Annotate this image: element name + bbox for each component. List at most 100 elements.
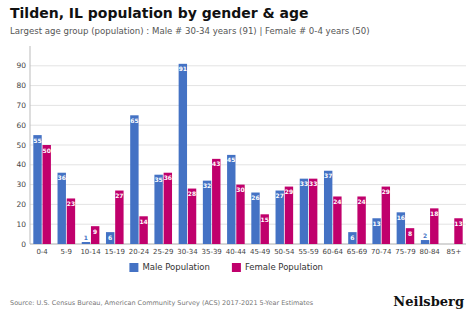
title: Tilden, IL population by gender & age — [10, 5, 309, 21]
bar — [164, 173, 172, 244]
data-label: 29 — [382, 188, 390, 195]
data-label: 33 — [309, 180, 317, 187]
y-tick-label: 30 — [16, 180, 26, 189]
data-label: 50 — [43, 147, 51, 154]
x-tick-label: 85+ — [446, 248, 461, 256]
data-label: 27 — [115, 192, 123, 199]
legend-swatch — [232, 263, 241, 272]
x-tick-label: 25-29 — [153, 248, 173, 256]
subtitle: Largest age group (population) : Male # … — [10, 26, 370, 36]
bar — [285, 187, 293, 244]
bar — [179, 64, 187, 244]
data-label: 27 — [276, 192, 284, 199]
data-label: 14 — [139, 218, 147, 225]
data-label: 36 — [58, 174, 66, 181]
bar — [445, 244, 453, 245]
grid-line — [30, 164, 466, 165]
data-label: 32 — [203, 182, 211, 189]
bar — [212, 159, 220, 244]
legend: Male Population Female Population — [129, 262, 323, 272]
bar — [67, 198, 75, 244]
bar — [454, 218, 462, 244]
bar — [372, 218, 380, 244]
data-label: 55 — [33, 137, 41, 144]
x-tick-label: 35-39 — [201, 248, 221, 256]
chart-container: Tilden, IL population by gender & age Lar… — [0, 0, 474, 316]
x-tick-label: 50-54 — [274, 248, 295, 256]
x-tick-label: 5-9 — [61, 248, 72, 256]
bar — [58, 173, 66, 244]
data-label: 18 — [430, 210, 438, 217]
data-label: 8 — [408, 230, 412, 237]
bar — [227, 155, 235, 244]
x-tick-label: 15-19 — [105, 248, 125, 256]
brand: Neilsberg — [393, 294, 464, 309]
grid-line — [30, 85, 466, 86]
bar — [115, 191, 123, 244]
data-label: 35 — [154, 176, 162, 183]
grid-line — [30, 65, 466, 66]
data-label: 28 — [188, 190, 196, 197]
bar — [300, 179, 308, 244]
x-tick-label: 75-79 — [395, 248, 415, 256]
bar — [91, 226, 99, 244]
data-label: 33 — [300, 180, 308, 187]
bar — [276, 191, 284, 244]
data-label: 6 — [350, 234, 354, 241]
bar — [236, 185, 244, 244]
legend-label: Male Population — [142, 262, 210, 272]
grid-line — [30, 204, 466, 205]
x-tick-label: 70-74 — [371, 248, 392, 256]
bar — [261, 214, 269, 244]
y-tick-label: 20 — [16, 200, 26, 209]
bars — [33, 64, 462, 244]
x-tick-label: 40-44 — [226, 248, 247, 256]
bar — [406, 228, 414, 244]
x-tick-label: 20-24 — [129, 248, 150, 256]
data-label: 23 — [67, 200, 75, 207]
bar — [82, 242, 90, 244]
data-label: 13 — [454, 220, 462, 227]
data-label: 65 — [130, 117, 138, 124]
grid — [30, 66, 466, 244]
data-label: 24 — [333, 198, 341, 205]
legend-swatch — [129, 263, 138, 272]
grid-line — [30, 145, 466, 146]
data-label: 36 — [164, 174, 172, 181]
x-tick-label: 65-69 — [347, 248, 367, 256]
data-label: 2 — [423, 232, 427, 239]
y-tick-label: 10 — [16, 220, 26, 229]
bar — [309, 179, 317, 244]
data-label: 91 — [179, 65, 187, 72]
data-label: 6 — [108, 234, 112, 241]
data-label: 26 — [251, 194, 259, 201]
data-label: 15 — [261, 216, 269, 223]
y-tick-label: 40 — [16, 160, 26, 169]
bar — [139, 216, 147, 244]
bar — [130, 115, 138, 244]
data-label: 13 — [372, 220, 380, 227]
data-labels: 5536166535913245262733376131625023927143… — [33, 65, 462, 241]
y-tick-label: 50 — [16, 141, 26, 150]
y-tick-label: 70 — [16, 101, 26, 110]
bar — [348, 232, 356, 244]
source-note: Source: U.S. Census Bureau, American Com… — [10, 299, 314, 307]
legend-label: Female Population — [245, 262, 323, 272]
bar — [43, 145, 51, 244]
bar — [106, 232, 114, 244]
x-tick-label: 30-34 — [177, 248, 198, 256]
y-axis-line — [30, 46, 31, 244]
data-label: 9 — [93, 228, 97, 235]
data-label: 29 — [285, 188, 293, 195]
data-label: 24 — [357, 198, 365, 205]
grid-line — [30, 105, 466, 106]
bar — [397, 212, 405, 244]
grid-line — [30, 184, 466, 185]
bar — [382, 187, 390, 244]
bar — [203, 181, 211, 244]
grid-line — [30, 125, 466, 126]
data-label: 43 — [212, 160, 220, 167]
y-tick-label: 0 — [21, 240, 26, 249]
bar — [333, 196, 341, 244]
data-label: 45 — [227, 156, 235, 163]
